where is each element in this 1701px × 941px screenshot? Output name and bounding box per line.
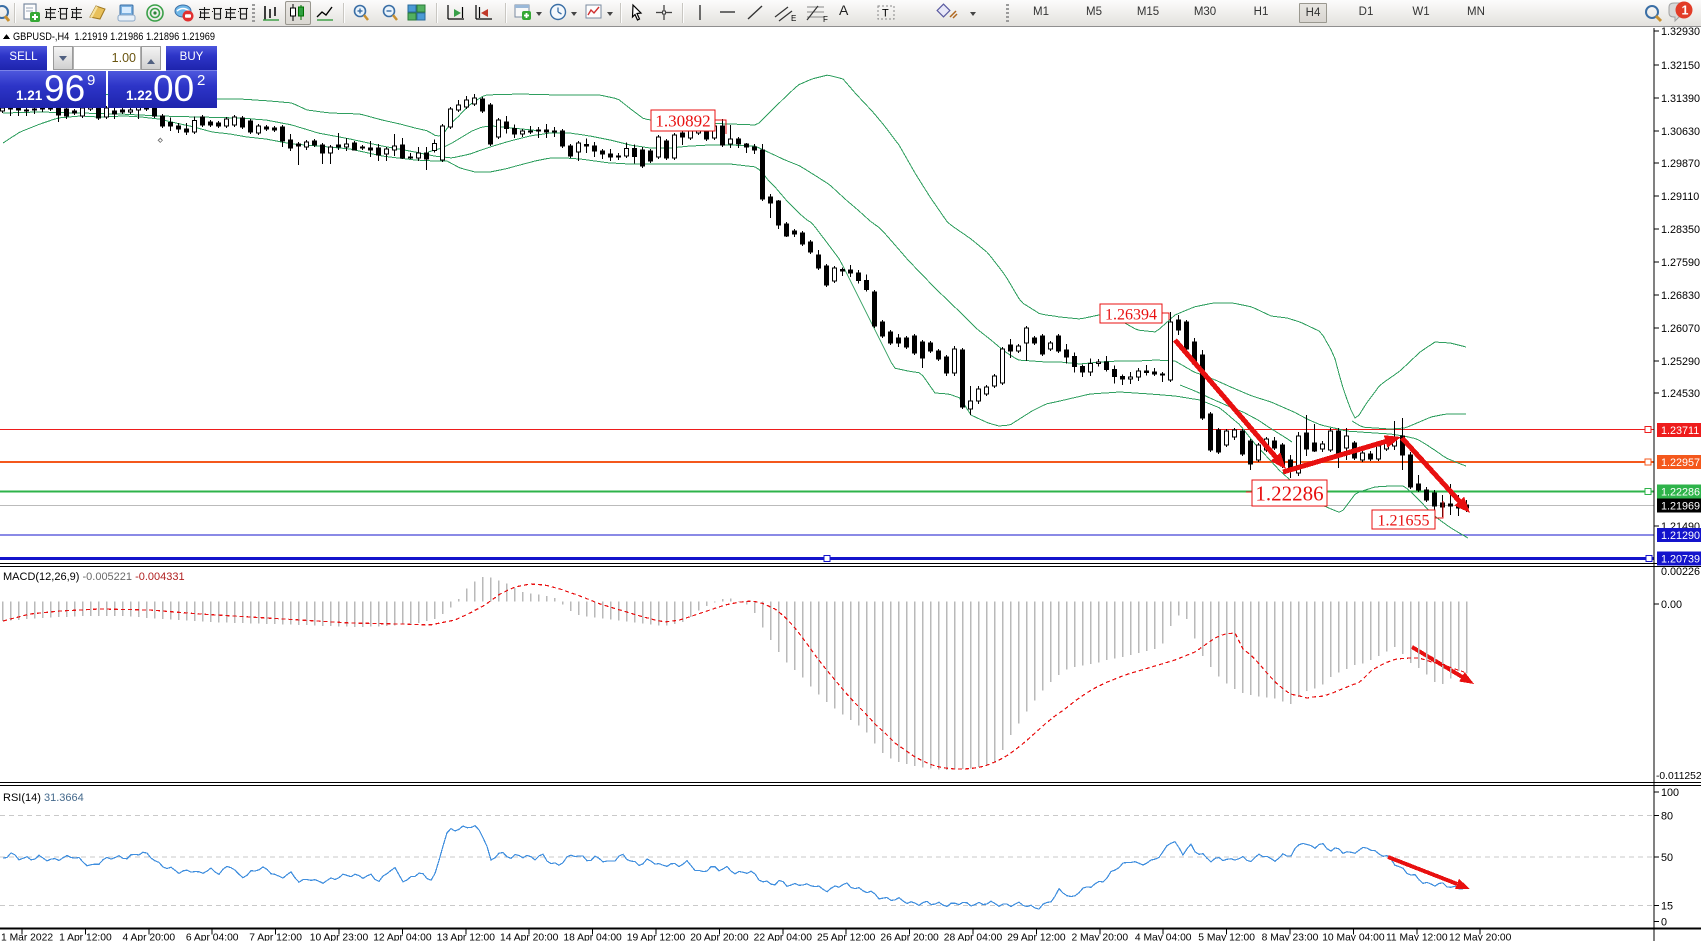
svg-text:26 Apr 20:00: 26 Apr 20:00 bbox=[880, 933, 939, 941]
svg-text:100: 100 bbox=[1661, 787, 1679, 799]
svg-text:1.32150: 1.32150 bbox=[1661, 60, 1700, 72]
svg-text:F: F bbox=[823, 15, 828, 23]
svg-text:1.22286: 1.22286 bbox=[1255, 482, 1323, 506]
svg-text:1.31390: 1.31390 bbox=[1661, 93, 1700, 105]
svg-text:5 May 12:00: 5 May 12:00 bbox=[1198, 933, 1255, 941]
svg-text:14 Apr 20:00: 14 Apr 20:00 bbox=[500, 933, 559, 941]
svg-text:1.28350: 1.28350 bbox=[1661, 224, 1700, 236]
svg-text:1.32930: 1.32930 bbox=[1661, 26, 1700, 38]
svg-text:1.20739: 1.20739 bbox=[1661, 554, 1700, 566]
svg-text:4 May 04:00: 4 May 04:00 bbox=[1135, 933, 1192, 941]
svg-text:1.21290: 1.21290 bbox=[1661, 530, 1700, 542]
svg-text:13 Apr 12:00: 13 Apr 12:00 bbox=[437, 933, 496, 941]
svg-text:1: 1 bbox=[1682, 4, 1689, 18]
svg-text:22 Apr 04:00: 22 Apr 04:00 bbox=[754, 933, 813, 941]
svg-text:1.27590: 1.27590 bbox=[1661, 257, 1700, 269]
svg-text:1.21655: 1.21655 bbox=[1378, 512, 1430, 529]
svg-text:1.25290: 1.25290 bbox=[1661, 356, 1700, 368]
svg-text:28 Apr 04:00: 28 Apr 04:00 bbox=[944, 933, 1003, 941]
svg-text:7 Apr 12:00: 7 Apr 12:00 bbox=[249, 933, 302, 941]
svg-text:T: T bbox=[882, 8, 889, 20]
svg-text:19 Apr 12:00: 19 Apr 12:00 bbox=[627, 933, 686, 941]
svg-text:8 May 23:00: 8 May 23:00 bbox=[1262, 933, 1319, 941]
svg-text:1.22957: 1.22957 bbox=[1661, 457, 1700, 469]
svg-text:1.26394: 1.26394 bbox=[1105, 306, 1157, 323]
svg-text:25 Apr 12:00: 25 Apr 12:00 bbox=[817, 933, 876, 941]
svg-text:6 Apr 04:00: 6 Apr 04:00 bbox=[186, 933, 239, 941]
svg-text:29 Apr 12:00: 29 Apr 12:00 bbox=[1007, 933, 1066, 941]
svg-text:1 Mar 2022: 1 Mar 2022 bbox=[1, 933, 53, 941]
svg-text:1.29110: 1.29110 bbox=[1661, 191, 1699, 203]
svg-text:RSI(14) 31.3664: RSI(14) 31.3664 bbox=[3, 792, 84, 804]
svg-text:10 Apr 23:00: 10 Apr 23:00 bbox=[310, 933, 369, 941]
svg-text:1.26830: 1.26830 bbox=[1661, 290, 1700, 302]
svg-text:11 May 12:00: 11 May 12:00 bbox=[1386, 933, 1448, 941]
svg-text:1.22286: 1.22286 bbox=[1661, 487, 1700, 499]
svg-text:18 Apr 04:00: 18 Apr 04:00 bbox=[563, 933, 622, 941]
svg-text:1.29870: 1.29870 bbox=[1661, 158, 1700, 170]
svg-text:1.26070: 1.26070 bbox=[1661, 323, 1700, 335]
svg-text:-0.011252: -0.011252 bbox=[1656, 771, 1701, 782]
svg-text:1.24530: 1.24530 bbox=[1661, 388, 1700, 400]
svg-text:MACD(12,26,9) -0.005221 -0.004: MACD(12,26,9) -0.005221 -0.004331 bbox=[3, 571, 185, 583]
svg-text:0.00226: 0.00226 bbox=[1661, 566, 1700, 578]
svg-text:E: E bbox=[791, 14, 796, 23]
svg-text:0: 0 bbox=[1661, 917, 1667, 929]
svg-text:10 May 04:00: 10 May 04:00 bbox=[1322, 933, 1385, 941]
svg-text:1.30892: 1.30892 bbox=[655, 112, 710, 131]
svg-text:12 Apr 04:00: 12 Apr 04:00 bbox=[373, 933, 432, 941]
svg-text:1.23711: 1.23711 bbox=[1661, 425, 1699, 437]
svg-text:2 May 20:00: 2 May 20:00 bbox=[1071, 933, 1128, 941]
svg-text:50: 50 bbox=[1661, 852, 1673, 864]
svg-text:15: 15 bbox=[1661, 901, 1673, 913]
svg-text:1 Apr 12:00: 1 Apr 12:00 bbox=[59, 933, 112, 941]
svg-text:1.30630: 1.30630 bbox=[1661, 126, 1700, 138]
svg-text:4 Apr 20:00: 4 Apr 20:00 bbox=[122, 933, 175, 941]
svg-text:20 Apr 20:00: 20 Apr 20:00 bbox=[690, 933, 749, 941]
svg-text:GBPUSD-,H4 1.21919 1.21986 1.: GBPUSD-,H4 1.21919 1.21986 1.21896 1.219… bbox=[13, 31, 215, 43]
svg-text:80: 80 bbox=[1661, 811, 1673, 823]
svg-text:1.21969: 1.21969 bbox=[1661, 501, 1700, 513]
svg-text:0.00: 0.00 bbox=[1661, 599, 1682, 611]
svg-text:12 May 20:00: 12 May 20:00 bbox=[1449, 933, 1512, 941]
